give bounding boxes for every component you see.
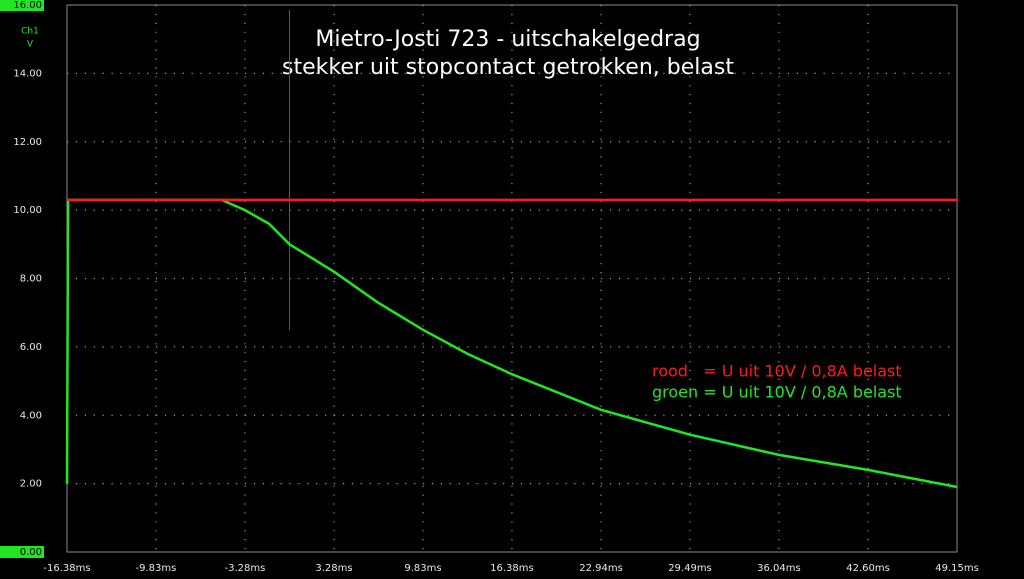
x-tick-label: -9.83ms	[136, 563, 177, 574]
y-tick-label: 12.00	[13, 137, 42, 148]
x-tick-label: 3.28ms	[315, 563, 352, 574]
chart-subtitle: stekker uit stopcontact getrokken, belas…	[282, 55, 734, 80]
y-tick-label: 8.00	[20, 274, 42, 285]
x-tick-label: -3.28ms	[225, 563, 266, 574]
y-tick-label: 14.00	[13, 68, 42, 79]
x-tick-label: -16.38ms	[43, 563, 90, 574]
tick-label-box	[0, 546, 44, 558]
tick-label-box	[0, 0, 44, 11]
legend-entry: rood = U uit 10V / 0,8A belast	[652, 362, 902, 381]
y-tick-label: 0.00	[20, 547, 42, 558]
y-tick-label: 10.00	[13, 205, 42, 216]
x-tick-label: 49.15ms	[935, 563, 979, 574]
x-tick-label: 42.60ms	[846, 563, 890, 574]
y-tick-label: 16.00	[13, 0, 42, 11]
y-tick-label: 6.00	[20, 342, 42, 353]
y-tick-label: 4.00	[20, 410, 42, 421]
y-tick-label: 2.00	[20, 479, 42, 490]
chart-title: Mietro-Josti 723 - uitschakelgedrag	[315, 27, 700, 52]
x-tick-label: 29.49ms	[668, 563, 712, 574]
unit-label: V	[27, 40, 34, 50]
x-tick-label: 22.94ms	[579, 563, 623, 574]
x-tick-label: 16.38ms	[490, 563, 534, 574]
x-tick-label: 36.04ms	[757, 563, 801, 574]
x-tick-label: 9.83ms	[404, 563, 441, 574]
series-line	[65, 198, 958, 489]
legend-entry: groen = U uit 10V / 0,8A belast	[652, 383, 902, 402]
channel-label: Ch1	[21, 27, 39, 37]
